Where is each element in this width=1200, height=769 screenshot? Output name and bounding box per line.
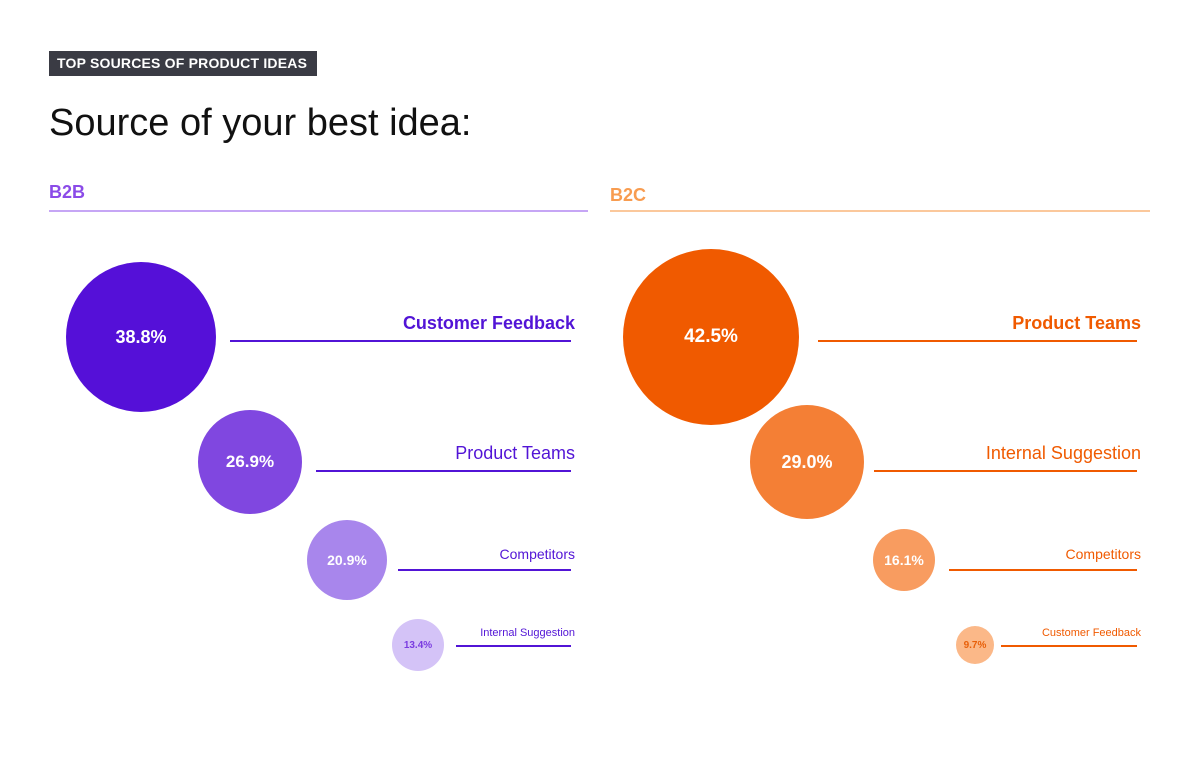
b2c-leader-line: [874, 470, 1137, 472]
b2b-leader-line: [456, 645, 571, 647]
b2c-bubble: 9.7%: [956, 626, 994, 664]
b2c-leader-line: [949, 569, 1137, 571]
b2b-category-label: Internal Suggestion: [480, 627, 575, 639]
bubble-value: 42.5%: [684, 326, 738, 347]
b2b-bubble: 38.8%: [66, 262, 216, 412]
b2b-leader-line: [316, 470, 571, 472]
b2b-category-label: Customer Feedback: [402, 313, 575, 333]
b2c-category-label: Customer Feedback: [1041, 627, 1141, 639]
b2c-bubble: 16.1%: [873, 529, 935, 591]
b2b-leader-line: [230, 340, 571, 342]
bubble-value: 38.8%: [115, 326, 167, 347]
b2c-bubble: 42.5%: [623, 249, 799, 425]
b2b-heading: B2B: [49, 182, 86, 202]
b2b-bubble: 26.9%: [198, 410, 302, 514]
bubble-value: 26.9%: [225, 452, 275, 471]
bubble-value: 9.7%: [963, 639, 987, 651]
b2c-leader-line: [1001, 645, 1137, 647]
bubble-value: 29.0%: [781, 451, 833, 472]
b2c-heading: B2C: [610, 185, 647, 205]
b2c-leader-line: [818, 340, 1137, 342]
b2c-rule: [610, 210, 1150, 212]
bubble-value: 13.4%: [403, 639, 433, 651]
b2b-bubble: 20.9%: [307, 520, 387, 600]
b2b-rule: [49, 210, 588, 212]
b2c-category-label: Competitors: [1065, 546, 1141, 562]
b2c-category-label: Internal Suggestion: [985, 443, 1141, 463]
b2c-category-label: Product Teams: [1012, 313, 1141, 333]
bubble-value: 16.1%: [884, 552, 924, 568]
b2b-category-label: Competitors: [499, 546, 575, 562]
b2b-leader-line: [398, 569, 571, 571]
bubble-value: 20.9%: [327, 552, 367, 568]
page-title: Source of your best idea:: [49, 102, 472, 144]
b2b-category-label: Product Teams: [455, 443, 575, 463]
b2b-bubble: 13.4%: [392, 619, 444, 671]
b2c-bubble: 29.0%: [750, 405, 864, 519]
section-tag: TOP SOURCES OF PRODUCT IDEAS: [49, 51, 318, 76]
